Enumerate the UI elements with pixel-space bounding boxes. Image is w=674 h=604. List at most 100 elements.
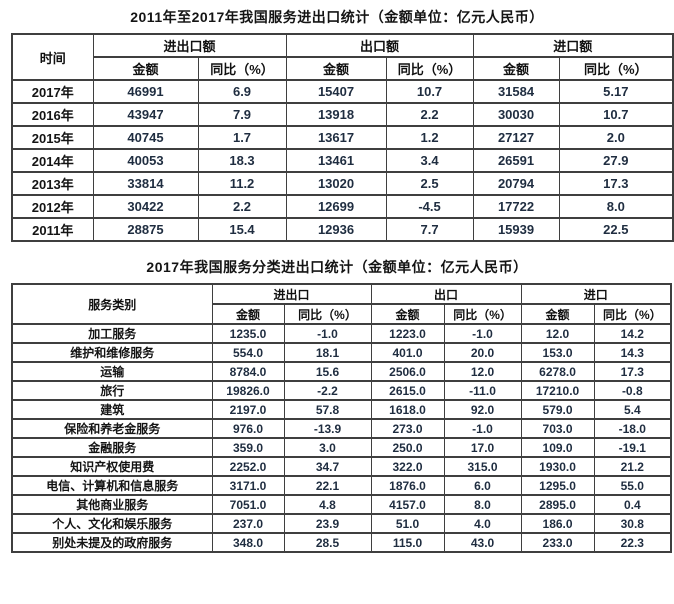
table-cell: -13.9 — [283, 418, 372, 439]
table-row: 2014年 40053 18.3 13461 3.4 26591 27.9 — [11, 148, 674, 173]
table-row: 2012年 30422 2.2 12699 -4.5 17722 8.0 — [11, 194, 674, 219]
table2-header-row-groups: 服务类别 进出口 出口 进口 — [11, 283, 672, 325]
table-cell: -1.0 — [283, 323, 372, 344]
table-row: 2015年 40745 1.7 13617 1.2 27127 2.0 — [11, 125, 674, 150]
table1-title: 2011年至2017年我国服务进出口统计（金额单位：亿元人民币） — [130, 9, 544, 25]
table-cell: 250.0 — [370, 437, 445, 458]
table-cell: 19826.0 — [211, 380, 285, 401]
table-row: 个人、文化和娱乐服务 237.0 23.9 51.0 4.0 186.0 30.… — [11, 513, 672, 534]
table-cell: 0.4 — [593, 494, 672, 515]
table-cell: 115.0 — [370, 532, 445, 553]
row-label-year: 2013年 — [11, 171, 94, 196]
table-cell: 15407 — [285, 79, 387, 104]
table-cell: 8.0 — [558, 194, 674, 219]
row-label-category: 加工服务 — [11, 323, 213, 344]
table-cell: 27127 — [472, 125, 560, 150]
table-cell: 8784.0 — [211, 361, 285, 382]
table-cell: 17.3 — [558, 171, 674, 196]
table-cell: 359.0 — [211, 437, 285, 458]
subheader-yoy: 同比（%） — [443, 303, 522, 325]
table-cell: 33814 — [92, 171, 199, 196]
row-label-year: 2012年 — [11, 194, 94, 219]
table-row: 维护和维修服务 554.0 18.1 401.0 20.0 153.0 14.3 — [11, 342, 672, 363]
col-header-export: 出口额 — [285, 33, 474, 58]
table-row: 加工服务 1235.0 -1.0 1223.0 -1.0 12.0 14.2 — [11, 323, 672, 344]
table-cell: 186.0 — [520, 513, 595, 534]
table-cell: 17210.0 — [520, 380, 595, 401]
table-row: 2011年 28875 15.4 12936 7.7 15939 22.5 — [11, 217, 674, 242]
table-cell: 153.0 — [520, 342, 595, 363]
row-label-year: 2016年 — [11, 102, 94, 127]
table-cell: 26591 — [472, 148, 560, 173]
col-header-import: 进口额 — [472, 33, 674, 58]
table-cell: 13461 — [285, 148, 387, 173]
table1-header-row-groups: 时间 进出口额 出口额 进口额 — [11, 33, 674, 81]
table-cell: 2615.0 — [370, 380, 445, 401]
table-cell: 6.0 — [443, 475, 522, 496]
subheader-amount: 金额 — [285, 56, 387, 81]
table-cell: 1930.0 — [520, 456, 595, 477]
table-cell: 12936 — [285, 217, 387, 242]
table-cell: 1223.0 — [370, 323, 445, 344]
table-cell: 3.0 — [283, 437, 372, 458]
subheader-amount: 金额 — [92, 56, 199, 81]
table1-header-row-sub: 金额 同比（%） 金额 同比（%） 金额 同比（%） — [12, 56, 674, 81]
table-cell: 322.0 — [370, 456, 445, 477]
subheader-amount: 金额 — [211, 303, 285, 325]
table-cell: 34.7 — [283, 456, 372, 477]
row-label-category: 个人、文化和娱乐服务 — [11, 513, 213, 534]
table-row: 2016年 43947 7.9 13918 2.2 30030 10.7 — [11, 102, 674, 127]
table-row: 旅行 19826.0 -2.2 2615.0 -11.0 17210.0 -0.… — [11, 380, 672, 401]
subheader-amount: 金额 — [472, 56, 560, 81]
table-cell: 401.0 — [370, 342, 445, 363]
table-cell: 30422 — [92, 194, 199, 219]
col-header-total-trade: 进出口额 — [92, 33, 287, 58]
table-cell: 57.8 — [283, 399, 372, 420]
row-label-year: 2011年 — [11, 217, 94, 242]
row-label-year: 2017年 — [11, 79, 94, 104]
table-cell: 7.9 — [197, 102, 287, 127]
table-cell: 30030 — [472, 102, 560, 127]
table-cell: 28.5 — [283, 532, 372, 553]
table-cell: 2.2 — [385, 102, 474, 127]
table-cell: 43947 — [92, 102, 199, 127]
table-cell: 348.0 — [211, 532, 285, 553]
table-cell: 233.0 — [520, 532, 595, 553]
col-header-total-trade: 进出口 — [211, 283, 372, 305]
table-cell: 17.0 — [443, 437, 522, 458]
table-row: 保险和养老金服务 976.0 -13.9 273.0 -1.0 703.0 -1… — [11, 418, 672, 439]
table2-header-row-sub: 金额 同比（%） 金额 同比（%） 金额 同比（%） — [12, 303, 672, 325]
table-cell: 12699 — [285, 194, 387, 219]
table-cell: 27.9 — [558, 148, 674, 173]
table-cell: 4157.0 — [370, 494, 445, 515]
table-row: 知识产权使用费 2252.0 34.7 322.0 315.0 1930.0 2… — [11, 456, 672, 477]
table-cell: 1.2 — [385, 125, 474, 150]
table-cell: 6.9 — [197, 79, 287, 104]
table-cell: 273.0 — [370, 418, 445, 439]
row-label-category: 旅行 — [11, 380, 213, 401]
table-cell: 1618.0 — [370, 399, 445, 420]
subheader-yoy: 同比（%） — [593, 303, 672, 325]
table-cell: 5.4 — [593, 399, 672, 420]
table2-title: 2017年我国服务分类进出口统计（金额单位：亿元人民币） — [146, 259, 528, 275]
table-cell: -19.1 — [593, 437, 672, 458]
col-header-import: 进口 — [520, 283, 672, 305]
row-label-category: 知识产权使用费 — [11, 456, 213, 477]
row-label-category: 别处未提及的政府服务 — [11, 532, 213, 553]
table-cell: 7.7 — [385, 217, 474, 242]
subheader-yoy: 同比（%） — [197, 56, 287, 81]
table-cell: 40053 — [92, 148, 199, 173]
table-cell: 315.0 — [443, 456, 522, 477]
subheader-amount: 金额 — [520, 303, 595, 325]
table-cell: 109.0 — [520, 437, 595, 458]
row-label-year: 2014年 — [11, 148, 94, 173]
subheader-amount: 金额 — [370, 303, 445, 325]
services-by-category-table: 服务类别 进出口 出口 进口 金额 同比（%） 金额 同比（%） 金额 同比（%… — [11, 283, 673, 553]
table-cell: 10.7 — [558, 102, 674, 127]
row-label-year: 2015年 — [11, 125, 94, 150]
subheader-yoy: 同比（%） — [558, 56, 674, 81]
table-cell: 30.8 — [593, 513, 672, 534]
row-label-category: 其他商业服务 — [11, 494, 213, 515]
col-header-time: 时间 — [11, 33, 94, 81]
